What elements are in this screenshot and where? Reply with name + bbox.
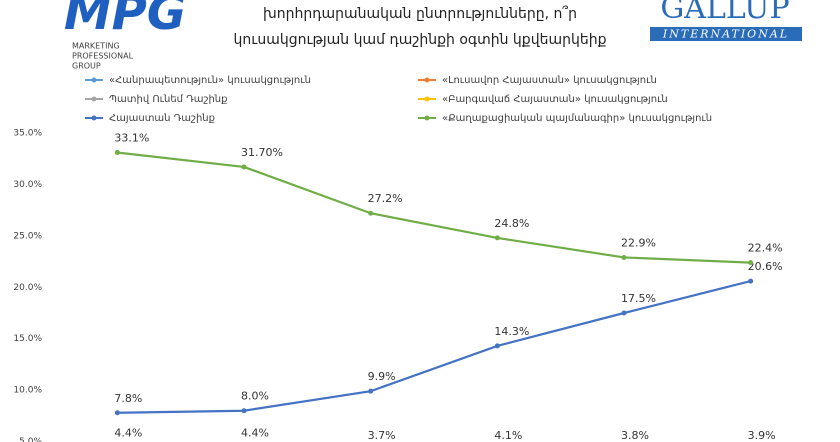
point: [748, 260, 754, 266]
point: [368, 210, 374, 216]
series-line: [117, 280, 751, 414]
y-tick-label: 20.0%: [13, 283, 42, 293]
legend-marker: [91, 77, 97, 83]
y-tick-label: 30.0%: [13, 180, 42, 190]
point: [621, 254, 627, 260]
legend-label: «Լուսավոր Հայաստան» կուսակցություն: [442, 75, 657, 86]
point: [748, 278, 754, 284]
data-label: 3.9%: [748, 429, 776, 442]
legend-marker: [424, 96, 430, 102]
data-label: 22.4%: [748, 242, 783, 255]
point: [241, 164, 247, 170]
logo-right-box: [650, 27, 802, 41]
logo-left-sub: PROFESSIONAL: [72, 52, 134, 61]
legend-label: «Քաղաքացիական պայմանագիր» կուսակցություն: [442, 113, 712, 124]
data-label: 27.2%: [368, 192, 403, 205]
legend-label: «Բարգավաճ Հայաստան» կուսակցություն: [442, 94, 668, 105]
data-label: 14.3%: [494, 325, 529, 338]
chart-title: կուսակցության կամ դաշինքի օգտին կքվեարկե…: [234, 32, 607, 48]
point: [241, 408, 247, 414]
y-tick-label: 25.0%: [13, 231, 42, 241]
y-tick-label: 35.0%: [13, 129, 42, 139]
legend-marker: [424, 115, 430, 121]
series-line: [117, 151, 751, 264]
y-tick-label: 5.0%: [19, 437, 42, 442]
logo-left-sub: GROUP: [72, 62, 101, 71]
y-tick-label: 15.0%: [13, 334, 42, 344]
data-label: 22.9%: [621, 236, 656, 249]
y-tick-label: 10.0%: [13, 386, 42, 396]
logo-left-sub: MARKETING: [72, 42, 120, 51]
data-label: 17.5%: [621, 292, 656, 305]
logo-right-sub: INTERNATIONAL: [662, 28, 789, 41]
data-label: 7.8%: [114, 392, 142, 405]
legend-marker: [91, 115, 97, 121]
legend-label: «Հանրապետություն» կուսակցություն: [109, 75, 311, 86]
chart-title: խորհրդարանական ընտրությունները, ո՞ր: [263, 5, 577, 22]
data-label: 8.0%: [241, 390, 269, 403]
data-label: 4.4%: [241, 427, 269, 440]
logo-right: GALLUP: [660, 0, 789, 26]
data-label: 4.4%: [114, 427, 142, 440]
legend-label: Պատիվ Ունեմ Դաշինք: [109, 94, 228, 105]
data-label: 3.7%: [368, 429, 396, 442]
point: [621, 310, 627, 316]
point: [114, 150, 120, 156]
data-label: 4.1%: [494, 429, 522, 442]
data-label: 20.6%: [748, 260, 783, 273]
legend-marker: [424, 77, 430, 83]
logo-left: MPG: [64, 0, 186, 41]
data-label: 24.8%: [494, 217, 529, 230]
data-label: 9.9%: [368, 370, 396, 383]
legend-marker: [91, 96, 97, 102]
data-label: 33.1%: [114, 132, 149, 145]
point: [114, 410, 120, 416]
point: [494, 235, 500, 241]
legend-label: Հայաստան Դաշինք: [109, 113, 215, 124]
point: [368, 388, 374, 394]
data-label: 31.70%: [241, 146, 283, 159]
point: [494, 343, 500, 349]
data-label: 3.8%: [621, 429, 649, 442]
